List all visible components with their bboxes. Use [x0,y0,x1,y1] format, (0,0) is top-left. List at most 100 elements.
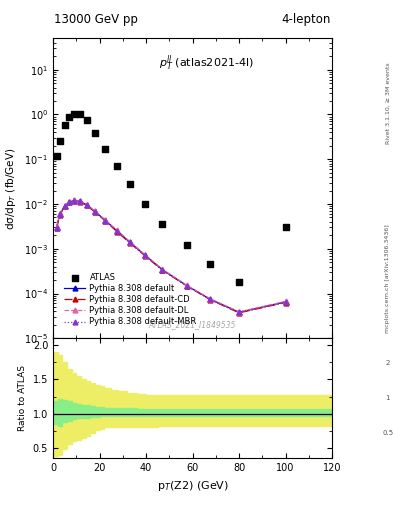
ATLAS [184,241,190,249]
Pythia 8.308 default-DL [283,298,288,304]
ATLAS [92,129,98,137]
Pythia 8.308 default-MBR [77,198,82,204]
Text: ATLAS_2021_I1849535: ATLAS_2021_I1849535 [149,321,236,329]
Pythia 8.308 default [184,283,189,289]
Pythia 8.308 default-CD [58,211,62,218]
Pythia 8.308 default-MBR [54,225,59,231]
Pythia 8.308 default-DL [184,282,189,288]
Pythia 8.308 default-DL [160,266,165,272]
Text: 2




1




0.5: 2 1 0.5 [382,360,393,436]
Pythia 8.308 default-CD [143,252,147,259]
Pythia 8.308 default-DL [62,203,67,209]
ATLAS [84,116,90,124]
Pythia 8.308 default [62,203,67,209]
Pythia 8.308 default-MBR [58,211,62,217]
Pythia 8.308 default [115,228,119,234]
Pythia 8.308 default-MBR [127,240,132,246]
Pythia 8.308 default-MBR [283,299,288,305]
Pythia 8.308 default [143,252,147,258]
Text: mcplots.cern.ch [arXiv:1306.3436]: mcplots.cern.ch [arXiv:1306.3436] [386,224,390,333]
Pythia 8.308 default-DL [208,295,212,302]
Pythia 8.308 default-CD [208,296,212,303]
Pythia 8.308 default [77,198,82,204]
Pythia 8.308 default [93,208,97,215]
Pythia 8.308 default-CD [72,198,76,204]
Pythia 8.308 default-MBR [143,252,147,259]
Pythia 8.308 default-DL [115,227,119,233]
Y-axis label: Ratio to ATLAS: Ratio to ATLAS [18,365,27,431]
Line: Pythia 8.308 default-DL: Pythia 8.308 default-DL [54,198,288,314]
Text: $p_T^{ll}$ (atlas2021-4l): $p_T^{ll}$ (atlas2021-4l) [159,53,254,73]
Pythia 8.308 default [127,239,132,245]
Pythia 8.308 default-MBR [62,203,67,209]
Pythia 8.308 default-CD [283,300,288,306]
Pythia 8.308 default-CD [54,225,59,231]
Pythia 8.308 default-DL [127,239,132,245]
ATLAS [142,200,148,208]
Pythia 8.308 default-CD [93,209,97,215]
ATLAS [71,110,77,118]
Text: Rivet 3.1.10, ≥ 3M events: Rivet 3.1.10, ≥ 3M events [386,62,390,144]
ATLAS [62,121,68,129]
Pythia 8.308 default-CD [160,267,165,273]
Pythia 8.308 default-DL [58,210,62,217]
Pythia 8.308 default-CD [127,240,132,246]
Line: Pythia 8.308 default-MBR: Pythia 8.308 default-MBR [54,198,288,315]
Pythia 8.308 default [72,197,76,203]
ATLAS [57,137,63,145]
Pythia 8.308 default-MBR [184,283,189,289]
Pythia 8.308 default-CD [115,229,119,235]
Pythia 8.308 default [54,224,59,230]
Pythia 8.308 default [58,211,62,217]
Y-axis label: dσ/dp$_T$ (fb/GeV): dσ/dp$_T$ (fb/GeV) [4,147,18,229]
Text: 4-lepton: 4-lepton [281,13,331,27]
ATLAS [102,145,108,153]
Pythia 8.308 default-MBR [84,202,89,208]
Pythia 8.308 default-CD [237,310,241,316]
ATLAS [66,113,72,121]
Pythia 8.308 default-MBR [72,198,76,204]
Pythia 8.308 default-CD [62,203,67,209]
Pythia 8.308 default [208,296,212,302]
ATLAS [207,260,213,268]
Pythia 8.308 default-CD [184,283,189,289]
Pythia 8.308 default-DL [103,217,108,223]
Pythia 8.308 default-MBR [237,309,241,315]
Pythia 8.308 default-DL [54,224,59,230]
Text: 13000 GeV pp: 13000 GeV pp [55,13,138,27]
ATLAS [77,110,83,118]
Pythia 8.308 default [103,217,108,223]
Legend: ATLAS, Pythia 8.308 default, Pythia 8.308 default-CD, Pythia 8.308 default-DL, P: ATLAS, Pythia 8.308 default, Pythia 8.30… [63,271,198,328]
Pythia 8.308 default-CD [67,199,72,205]
Pythia 8.308 default-DL [143,251,147,258]
X-axis label: p$_T$(Z2) (GeV): p$_T$(Z2) (GeV) [156,479,229,493]
Pythia 8.308 default [283,299,288,305]
Pythia 8.308 default-MBR [115,228,119,234]
Pythia 8.308 default [160,267,165,273]
Pythia 8.308 default-DL [237,309,241,315]
Pythia 8.308 default-MBR [208,296,212,303]
Pythia 8.308 default-MBR [103,218,108,224]
ATLAS [236,278,242,286]
Pythia 8.308 default [237,309,241,315]
Pythia 8.308 default [67,199,72,205]
Pythia 8.308 default [84,202,89,208]
Pythia 8.308 default-MBR [160,267,165,273]
Pythia 8.308 default-CD [84,202,89,208]
ATLAS [53,152,60,160]
ATLAS [127,180,133,188]
ATLAS [283,223,289,231]
Pythia 8.308 default-DL [84,202,89,208]
Pythia 8.308 default-DL [93,208,97,214]
Pythia 8.308 default-DL [67,199,72,205]
Pythia 8.308 default-CD [103,218,108,224]
Line: Pythia 8.308 default: Pythia 8.308 default [54,198,288,315]
Pythia 8.308 default-DL [72,197,76,203]
Pythia 8.308 default-CD [77,199,82,205]
Pythia 8.308 default-DL [77,198,82,204]
ATLAS [159,220,165,228]
ATLAS [114,162,120,170]
Pythia 8.308 default-MBR [67,199,72,205]
Pythia 8.308 default-MBR [93,209,97,215]
Line: Pythia 8.308 default-CD: Pythia 8.308 default-CD [54,198,288,315]
